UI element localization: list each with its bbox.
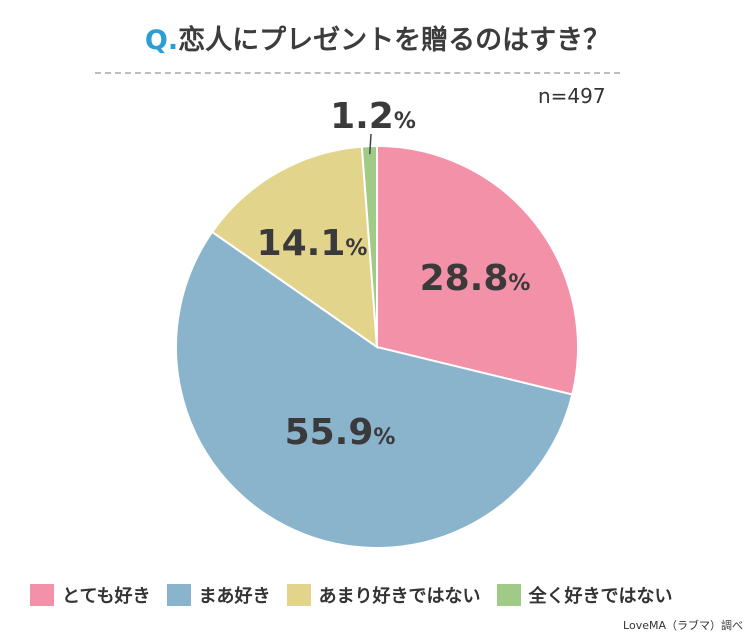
slice-label-4: 1.2% [330, 96, 416, 137]
slice-value-1: 28.8 [420, 258, 509, 299]
question-prefix: Q. [144, 25, 179, 56]
legend-item-4: 全く好きではない [496, 582, 673, 608]
slice-value-4: 1.2 [330, 96, 394, 137]
legend-item-3: あまり好きではない [286, 582, 481, 608]
legend-swatch-4 [496, 584, 521, 606]
slice-label-1: 28.8% [420, 258, 531, 299]
legend-label-1: とても好き [62, 586, 151, 607]
slice-value-2: 55.9 [285, 412, 374, 453]
legend: とても好き まあ好き あまり好きではない 全く好きではない [30, 582, 673, 608]
source-credit: LoveMA（ラブマ）調べ [623, 619, 743, 632]
pie-slice-1 [376, 144, 579, 396]
pie-slice-4 [360, 144, 378, 348]
legend-label-2: まあ好き [198, 586, 271, 607]
slice-unit-1: % [508, 271, 530, 296]
title-divider [95, 72, 620, 74]
legend-swatch-1 [30, 584, 54, 606]
legend-swatch-3 [286, 584, 311, 606]
chart-title: Q.恋人にプレゼントを贈るのはすき？ [0, 18, 755, 57]
legend-item-1: とても好き [30, 582, 151, 608]
slice-label-2: 55.9% [285, 412, 396, 453]
slice-value-3: 14.1 [257, 223, 346, 264]
sample-size: n=497 [538, 84, 606, 108]
legend-label-3: あまり好きではない [318, 586, 481, 607]
question-text: 恋人にプレゼントを贈るのはすき？ [178, 25, 611, 56]
legend-label-4: 全く好きではない [528, 586, 673, 607]
pie-slice-2 [175, 230, 574, 549]
slice-unit-4: % [394, 109, 416, 134]
pie-slice-3 [210, 145, 379, 350]
legend-swatch-2 [166, 584, 191, 606]
slice-unit-2: % [373, 425, 395, 450]
slice-label-3: 14.1% [257, 223, 368, 264]
pie-chart: 28.8%55.9%14.1%1.2% [175, 96, 579, 549]
slice-unit-3: % [345, 236, 367, 261]
legend-item-2: まあ好き [166, 582, 271, 608]
leader-line-4 [368, 133, 372, 155]
